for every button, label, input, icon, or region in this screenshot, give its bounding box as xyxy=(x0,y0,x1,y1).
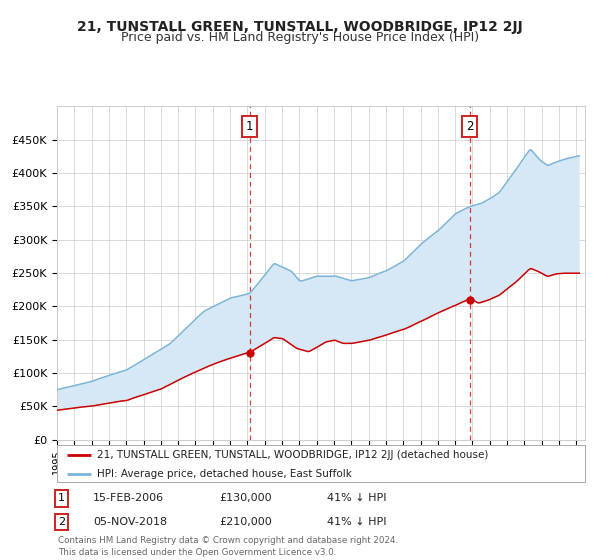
Text: HPI: Average price, detached house, East Suffolk: HPI: Average price, detached house, East… xyxy=(97,469,352,479)
Text: £210,000: £210,000 xyxy=(219,517,272,527)
Text: 2: 2 xyxy=(58,517,65,527)
Text: 1: 1 xyxy=(246,120,253,133)
Text: 15-FEB-2006: 15-FEB-2006 xyxy=(93,493,164,503)
Text: £130,000: £130,000 xyxy=(219,493,272,503)
Text: 41% ↓ HPI: 41% ↓ HPI xyxy=(327,493,386,503)
Text: 21, TUNSTALL GREEN, TUNSTALL, WOODBRIDGE, IP12 2JJ: 21, TUNSTALL GREEN, TUNSTALL, WOODBRIDGE… xyxy=(77,20,523,34)
Text: Price paid vs. HM Land Registry's House Price Index (HPI): Price paid vs. HM Land Registry's House … xyxy=(121,31,479,44)
Text: 05-NOV-2018: 05-NOV-2018 xyxy=(93,517,167,527)
Text: 2: 2 xyxy=(466,120,473,133)
Text: 41% ↓ HPI: 41% ↓ HPI xyxy=(327,517,386,527)
Text: 1: 1 xyxy=(58,493,65,503)
Text: Contains HM Land Registry data © Crown copyright and database right 2024.
This d: Contains HM Land Registry data © Crown c… xyxy=(58,536,398,557)
Text: 21, TUNSTALL GREEN, TUNSTALL, WOODBRIDGE, IP12 2JJ (detached house): 21, TUNSTALL GREEN, TUNSTALL, WOODBRIDGE… xyxy=(97,450,488,460)
